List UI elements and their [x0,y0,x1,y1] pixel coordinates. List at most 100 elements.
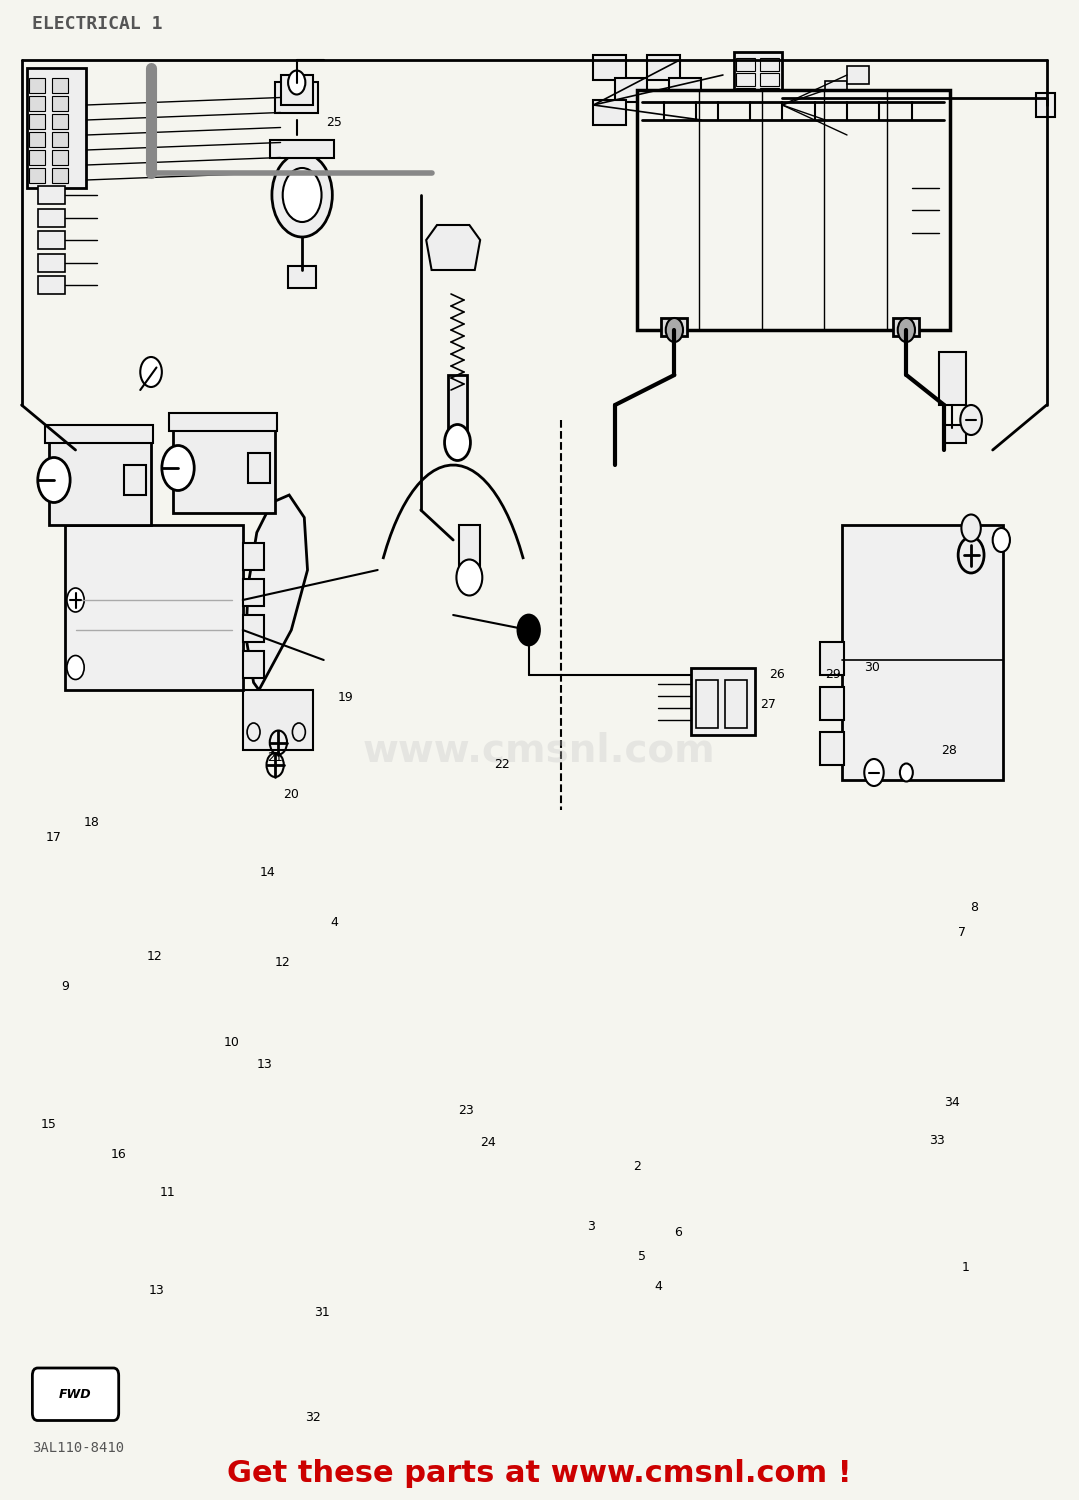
Circle shape [272,153,332,237]
Bar [736,104,755,116]
Text: www.cmsnl.com: www.cmsnl.com [364,730,715,770]
Circle shape [993,528,1010,552]
Circle shape [898,318,915,342]
Bar [29,132,45,147]
Bar [65,525,243,690]
Bar [29,78,45,93]
Bar [669,78,701,102]
Bar [647,56,680,80]
Bar [29,150,45,165]
Bar [820,642,844,675]
Text: 16: 16 [111,1149,126,1161]
Text: 25: 25 [327,117,342,129]
Text: 33: 33 [929,1134,944,1146]
Bar [288,266,316,288]
Bar [820,687,844,720]
Circle shape [140,357,162,387]
Bar [847,66,869,84]
Bar [696,680,718,728]
Bar [820,732,844,765]
Bar [760,58,779,70]
Text: 26: 26 [769,669,784,681]
Circle shape [666,318,683,342]
Circle shape [38,458,70,503]
Bar [275,82,318,112]
Bar [847,126,869,144]
Bar [1036,93,1055,117]
Bar [637,90,950,330]
Bar [29,114,45,129]
Bar [45,424,153,442]
Bar [243,690,313,750]
Bar [52,96,68,111]
Text: 2: 2 [632,1161,641,1173]
Text: 8: 8 [970,902,979,914]
Bar [52,114,68,129]
Bar [593,100,626,124]
Text: ELECTRICAL 1: ELECTRICAL 1 [32,15,163,33]
Bar [38,254,65,272]
Bar [760,104,779,116]
Text: 22: 22 [494,759,509,771]
Bar [124,465,146,495]
Bar [448,375,467,435]
Bar [736,58,755,70]
Polygon shape [246,495,308,690]
Circle shape [288,70,305,94]
Bar [173,423,275,513]
Text: 13: 13 [149,1284,164,1296]
Text: 14: 14 [260,867,275,879]
Text: 18: 18 [84,816,99,828]
Bar [38,276,65,294]
Bar [243,579,264,606]
Bar [38,231,65,249]
Circle shape [900,764,913,782]
Text: 34: 34 [944,1096,959,1108]
Bar [734,53,782,135]
Bar [842,525,1003,780]
Bar [944,424,966,442]
Bar [825,111,847,129]
Text: 12: 12 [275,957,290,969]
Bar [270,140,334,158]
Text: 11: 11 [160,1186,175,1198]
Bar [885,201,912,219]
Text: 15: 15 [41,1119,56,1131]
Text: 27: 27 [761,699,776,711]
Text: 20: 20 [284,789,299,801]
Text: 19: 19 [338,692,353,703]
Circle shape [456,560,482,596]
Text: 4: 4 [654,1281,663,1293]
Text: 17: 17 [46,831,62,843]
Bar [885,178,912,196]
Text: 3AL110-8410: 3AL110-8410 [32,1440,124,1455]
Bar [169,413,277,430]
Text: 10: 10 [224,1036,240,1048]
Bar [52,132,68,147]
Text: 30: 30 [864,662,879,674]
Bar [52,168,68,183]
Circle shape [961,514,981,541]
Text: 4: 4 [330,916,339,928]
Bar [243,615,264,642]
Bar [939,352,966,405]
Text: 5: 5 [638,1251,646,1263]
Text: 29: 29 [825,669,841,681]
Bar [459,525,480,570]
Bar [760,88,779,101]
Circle shape [445,424,470,460]
Polygon shape [426,225,480,270]
FancyBboxPatch shape [32,1368,119,1420]
Bar [615,78,647,102]
Bar [736,74,755,86]
Text: Get these parts at www.cmsnl.com !: Get these parts at www.cmsnl.com ! [228,1458,851,1488]
Circle shape [67,656,84,680]
Bar [52,78,68,93]
Bar [49,435,151,525]
Bar [825,81,847,99]
Bar [593,56,626,80]
Text: 13: 13 [257,1059,272,1071]
Bar [281,75,313,105]
Text: 3: 3 [587,1221,596,1233]
Bar [691,668,755,735]
